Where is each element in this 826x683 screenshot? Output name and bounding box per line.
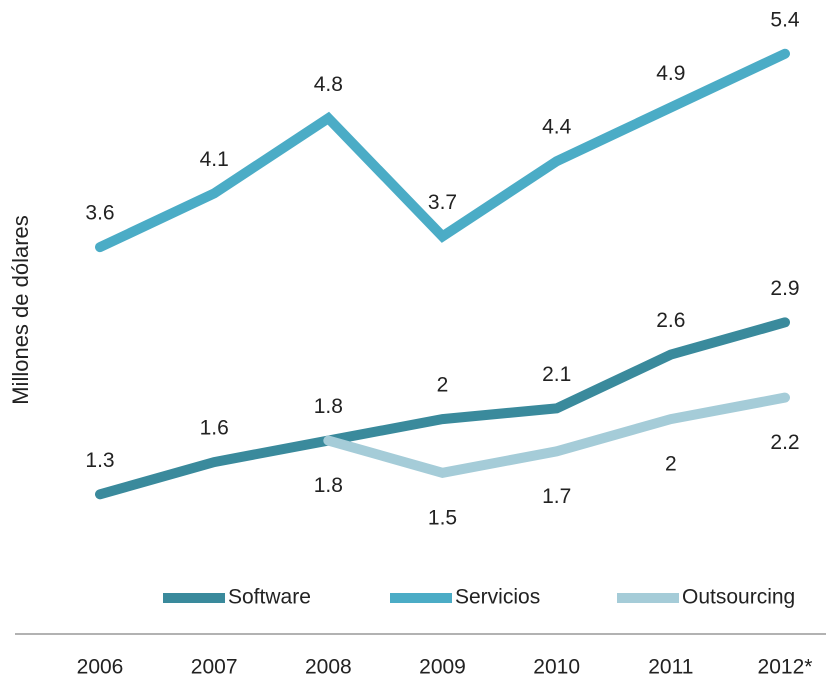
data-label: 2 xyxy=(437,374,449,397)
data-label: 2.6 xyxy=(656,309,685,332)
data-label: 4.4 xyxy=(542,116,572,139)
data-label: 1.7 xyxy=(542,485,571,508)
legend-label: Servicios xyxy=(455,586,540,609)
x-tick-label: 2011 xyxy=(648,656,693,679)
data-label: 1.5 xyxy=(428,506,457,529)
series-line xyxy=(95,317,790,500)
data-label: 4.9 xyxy=(656,62,685,85)
data-label: 5.4 xyxy=(770,8,800,31)
x-tick-label: 2012* xyxy=(758,656,813,679)
series-line xyxy=(95,48,790,253)
legend-label: Software xyxy=(228,586,311,609)
y-axis-label: Millones de dólares xyxy=(8,215,33,405)
data-label: 2.2 xyxy=(770,431,799,454)
data-label: 1.8 xyxy=(314,395,343,418)
data-label: 3.6 xyxy=(85,202,114,225)
data-label: 2.1 xyxy=(542,363,571,386)
data-label: 1.3 xyxy=(85,449,114,472)
series-line xyxy=(323,392,790,478)
data-label: 4.8 xyxy=(314,73,343,96)
x-tick-label: 2009 xyxy=(419,656,466,679)
x-tick-label: 2007 xyxy=(191,656,238,679)
data-label: 2.9 xyxy=(770,277,799,300)
data-label: 4.1 xyxy=(200,148,229,171)
x-tick-label: 2006 xyxy=(77,656,124,679)
data-label: 1.6 xyxy=(200,417,229,440)
x-tick-label: 2008 xyxy=(305,656,352,679)
legend-label: Outsourcing xyxy=(682,586,795,609)
data-label: 1.8 xyxy=(314,474,343,497)
data-label: 3.7 xyxy=(428,191,457,214)
x-tick-label: 2010 xyxy=(533,656,580,679)
data-label: 2 xyxy=(665,453,677,476)
